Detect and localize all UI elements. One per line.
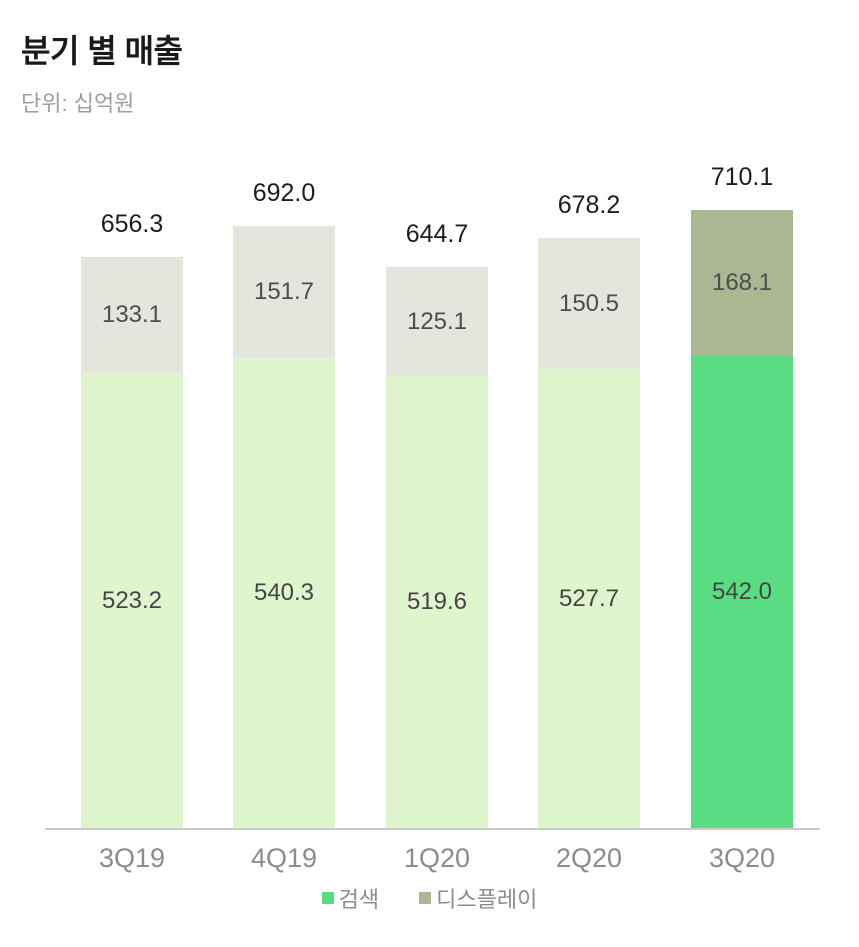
- display-segment: 125.1: [386, 267, 488, 376]
- chart-plot-area: 656.3 133.1 523.2 3Q19 692.0 151.7 540.3 4Q19 64…: [81, 163, 793, 873]
- x-axis-label-4q19: 4Q19: [250, 843, 318, 873]
- search-segment: 542.0: [691, 356, 793, 828]
- legend-label: 디스플레이: [436, 887, 538, 912]
- x-axis-line: [45, 828, 820, 830]
- search-value-label: 523.2: [101, 586, 163, 614]
- display-value-label: 133.1: [101, 301, 163, 328]
- search-value-label: 540.3: [253, 579, 315, 606]
- search-segment: 523.2: [81, 373, 183, 828]
- chart-unit-label: 단위: 십억원: [21, 91, 135, 116]
- bar-column-2q20: 678.2 150.5 527.7 2Q20: [538, 191, 640, 873]
- x-axis-label-1q20: 1Q20: [403, 843, 471, 873]
- total-value-label: 644.7: [405, 220, 469, 248]
- legend-label: 검색: [338, 887, 380, 912]
- display-value-label: 168.1: [711, 269, 773, 296]
- total-value-label: 710.1: [710, 163, 774, 191]
- legend-swatch-icon: [419, 892, 432, 904]
- legend-swatch-icon: [321, 892, 334, 904]
- total-value-label: 656.3: [100, 210, 164, 238]
- bar-column-1q20: 644.7 125.1 519.6 1Q20: [386, 220, 488, 873]
- display-value-label: 151.7: [253, 278, 315, 305]
- search-value-label: 519.6: [406, 588, 468, 615]
- bar-column-4q19: 692.0 151.7 540.3 4Q19: [233, 179, 335, 873]
- search-segment: 519.6: [386, 376, 488, 828]
- total-value-label: 692.0: [252, 179, 316, 207]
- display-segment: 133.1: [81, 257, 183, 373]
- x-axis-label-3q19: 3Q19: [98, 843, 166, 873]
- chart-legend: 검색 디스플레이: [0, 882, 859, 914]
- search-segment: 527.7: [538, 369, 640, 828]
- legend-item: 검색: [321, 882, 380, 914]
- bar-column-3q19: 656.3 133.1 523.2 3Q19: [81, 210, 183, 873]
- x-axis-label-3q20: 3Q20: [708, 843, 776, 873]
- display-segment: 151.7: [233, 226, 335, 358]
- chart-title: 분기 별 매출: [21, 33, 183, 69]
- x-axis-label-2q20: 2Q20: [555, 843, 623, 873]
- display-value-label: 125.1: [406, 307, 468, 335]
- total-value-label: 678.2: [557, 191, 621, 219]
- search-segment: 540.3: [233, 358, 335, 828]
- search-value-label: 527.7: [558, 584, 620, 612]
- display-segment: 168.1: [691, 210, 793, 356]
- search-value-label: 542.0: [711, 578, 773, 605]
- display-segment: 150.5: [538, 238, 640, 369]
- legend-item: 디스플레이: [419, 882, 537, 914]
- display-value-label: 150.5: [558, 289, 620, 317]
- bar-column-3q20: 710.1 168.1 542.0 3Q20: [691, 163, 793, 873]
